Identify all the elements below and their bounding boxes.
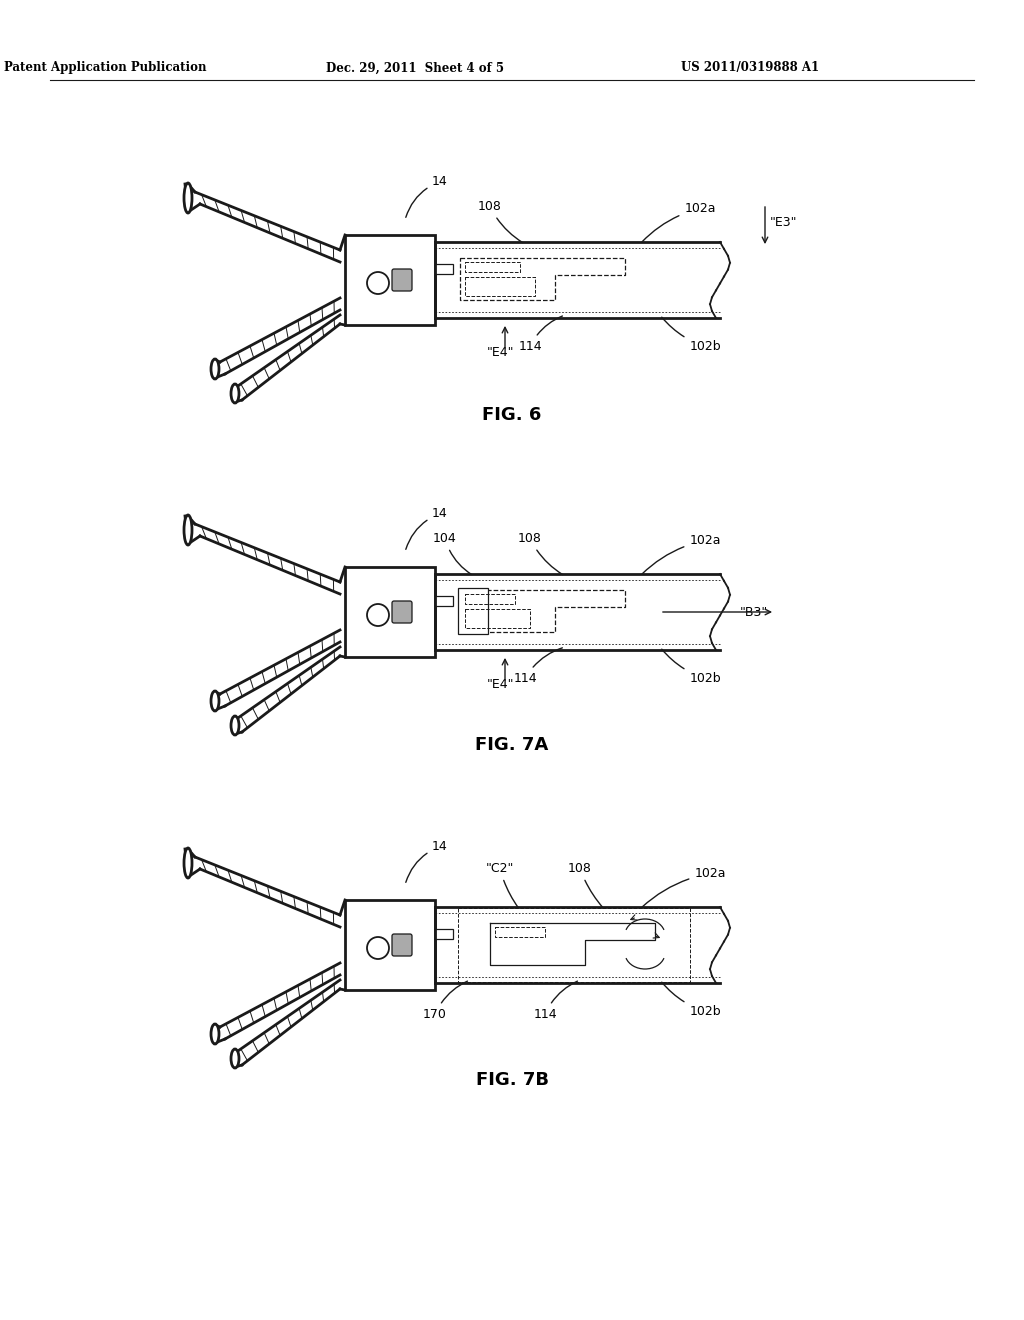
Text: 108: 108 bbox=[518, 532, 562, 574]
Text: "C2": "C2" bbox=[485, 862, 518, 908]
Polygon shape bbox=[435, 574, 720, 649]
Text: FIG. 7A: FIG. 7A bbox=[475, 737, 549, 754]
Text: "E3": "E3" bbox=[770, 215, 798, 228]
Text: FIG. 7B: FIG. 7B bbox=[475, 1071, 549, 1089]
Text: FIG. 6: FIG. 6 bbox=[482, 407, 542, 424]
Polygon shape bbox=[345, 568, 435, 657]
Text: US 2011/0319888 A1: US 2011/0319888 A1 bbox=[681, 62, 819, 74]
Polygon shape bbox=[345, 900, 435, 990]
Text: 102a: 102a bbox=[642, 535, 721, 574]
Ellipse shape bbox=[231, 715, 239, 735]
FancyBboxPatch shape bbox=[392, 601, 412, 623]
Polygon shape bbox=[345, 235, 435, 325]
Text: 102b: 102b bbox=[662, 317, 721, 352]
Text: 108: 108 bbox=[568, 862, 603, 908]
Polygon shape bbox=[458, 587, 488, 634]
Text: 14: 14 bbox=[406, 840, 447, 882]
Text: 102a: 102a bbox=[642, 202, 716, 242]
Text: Patent Application Publication: Patent Application Publication bbox=[4, 62, 206, 74]
Text: 104: 104 bbox=[433, 532, 472, 574]
Text: 108: 108 bbox=[478, 201, 522, 243]
FancyBboxPatch shape bbox=[392, 935, 412, 956]
Polygon shape bbox=[435, 264, 453, 275]
Text: "B3": "B3" bbox=[740, 606, 768, 619]
Ellipse shape bbox=[211, 690, 219, 711]
Text: 102b: 102b bbox=[662, 982, 721, 1018]
Text: "E4": "E4" bbox=[486, 346, 514, 359]
Text: Dec. 29, 2011  Sheet 4 of 5: Dec. 29, 2011 Sheet 4 of 5 bbox=[326, 62, 504, 74]
Polygon shape bbox=[435, 597, 453, 606]
Polygon shape bbox=[435, 929, 453, 939]
Ellipse shape bbox=[231, 384, 239, 403]
Ellipse shape bbox=[231, 1049, 239, 1068]
Text: 114: 114 bbox=[534, 981, 578, 1020]
Ellipse shape bbox=[184, 183, 193, 213]
Ellipse shape bbox=[184, 847, 193, 878]
Text: 14: 14 bbox=[406, 507, 447, 549]
Ellipse shape bbox=[211, 359, 219, 379]
Text: 14: 14 bbox=[406, 176, 447, 218]
Text: "E4": "E4" bbox=[486, 678, 514, 690]
Text: 170: 170 bbox=[423, 981, 468, 1020]
Polygon shape bbox=[435, 242, 720, 318]
Polygon shape bbox=[435, 907, 720, 983]
Ellipse shape bbox=[184, 515, 193, 545]
Text: 102b: 102b bbox=[662, 649, 721, 685]
FancyBboxPatch shape bbox=[392, 269, 412, 290]
Text: 102a: 102a bbox=[642, 867, 726, 907]
Text: 114: 114 bbox=[513, 648, 562, 685]
Text: 114: 114 bbox=[518, 315, 562, 352]
Ellipse shape bbox=[211, 1024, 219, 1044]
